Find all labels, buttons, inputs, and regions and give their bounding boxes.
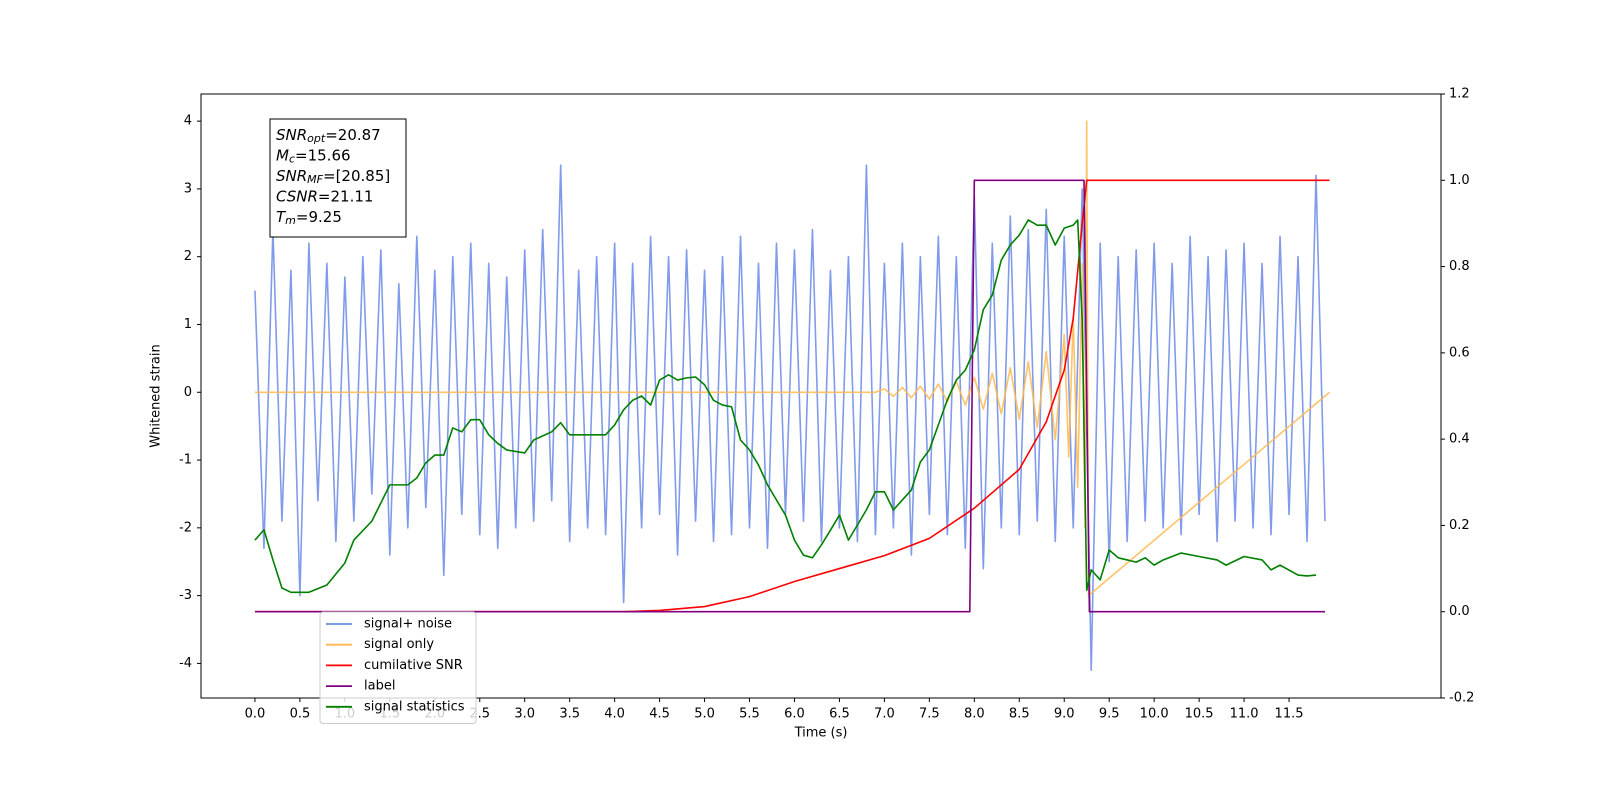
annotation-value: =21.11 bbox=[318, 187, 374, 205]
y2-tick-label: 0.2 bbox=[1449, 518, 1470, 533]
x-tick-label: 0.0 bbox=[245, 707, 266, 722]
annotation-value: =20.87 bbox=[325, 126, 381, 144]
y2-tick-label: 0.4 bbox=[1449, 432, 1470, 447]
x-tick-label: 8.0 bbox=[964, 707, 985, 722]
x-tick-label: 6.5 bbox=[829, 707, 850, 722]
annotation-subscript: m bbox=[285, 214, 296, 227]
plot-frame bbox=[200, 93, 1442, 699]
y2-tick-label: 1.2 bbox=[1449, 87, 1470, 102]
y-tick-label: -3 bbox=[179, 588, 192, 603]
y-tick-label: 0 bbox=[184, 385, 192, 400]
legend-label: label bbox=[364, 679, 395, 694]
x-tick-label: 9.0 bbox=[1054, 707, 1075, 722]
annotation-subscript: c bbox=[289, 153, 295, 166]
x-tick-label: 4.5 bbox=[649, 707, 670, 722]
series-line bbox=[254, 120, 1331, 597]
y-axis-label: Whitened strain bbox=[149, 344, 164, 447]
annotation-box bbox=[269, 118, 407, 238]
x-tick-label: 8.5 bbox=[1009, 707, 1030, 722]
x-tick-label: 5.5 bbox=[739, 707, 760, 722]
y2-tick-label: 0.6 bbox=[1449, 345, 1470, 360]
x-tick-label: 10.5 bbox=[1185, 707, 1214, 722]
y-tick-label: -2 bbox=[179, 520, 192, 535]
annotation-subscript: MF bbox=[307, 173, 323, 186]
annotation-symbol: M bbox=[276, 146, 289, 164]
legend-label: signal only bbox=[364, 637, 434, 652]
annotation-value: =[20.85] bbox=[323, 167, 390, 185]
legend-box bbox=[319, 611, 477, 724]
x-tick-label: 5.0 bbox=[694, 707, 715, 722]
x-tick-label: 11.0 bbox=[1230, 707, 1259, 722]
series-line bbox=[254, 179, 1326, 613]
y2-tick-label: 0.0 bbox=[1449, 604, 1470, 619]
legend-label: cumilative SNR bbox=[364, 658, 463, 673]
x-tick-label: 7.5 bbox=[919, 707, 940, 722]
annotation-line: SNRopt=20.87 bbox=[276, 126, 381, 146]
y-tick-label: -4 bbox=[179, 656, 192, 671]
annotation-value: =9.25 bbox=[296, 208, 342, 226]
y-tick-label: 2 bbox=[184, 249, 192, 264]
legend-label: signal+ noise bbox=[364, 617, 452, 632]
series-line bbox=[254, 179, 1330, 613]
annotation-symbol: T bbox=[276, 208, 287, 226]
annotation-symbol: CSNR bbox=[276, 187, 318, 205]
x-tick-label: 10.0 bbox=[1140, 707, 1169, 722]
y-tick-label: -1 bbox=[179, 453, 192, 468]
x-tick-label: 7.0 bbox=[874, 707, 895, 722]
y2-tick-label: -0.2 bbox=[1449, 691, 1474, 706]
annotation-symbol: SNR bbox=[276, 126, 307, 144]
x-tick-label: 3.5 bbox=[559, 707, 580, 722]
annotation-line: CSNR=21.11 bbox=[276, 187, 373, 205]
annotation-line: SNRMF=[20.85] bbox=[276, 167, 390, 187]
legend-label: signal statistics bbox=[364, 699, 465, 714]
y2-tick-label: 1.0 bbox=[1449, 173, 1470, 188]
annotation-line: Mc=15.66 bbox=[276, 146, 351, 166]
x-tick-label: 9.5 bbox=[1099, 707, 1120, 722]
annotation-line: Tm=9.25 bbox=[276, 208, 342, 228]
annotation-subscript: opt bbox=[307, 132, 326, 145]
y-tick-label: 3 bbox=[184, 181, 192, 196]
x-tick-label: 0.5 bbox=[290, 707, 311, 722]
series-line bbox=[254, 219, 1317, 594]
annotation-symbol: SNR bbox=[276, 167, 307, 185]
annotation-value: =15.66 bbox=[295, 146, 351, 164]
y2-tick-label: 0.8 bbox=[1449, 259, 1470, 274]
x-tick-label: 6.0 bbox=[784, 707, 805, 722]
y-tick-label: 1 bbox=[184, 317, 192, 332]
x-axis-label: Time (s) bbox=[794, 726, 848, 741]
series-line bbox=[254, 164, 1326, 672]
x-tick-label: 11.5 bbox=[1275, 707, 1304, 722]
x-tick-label: 4.0 bbox=[604, 707, 625, 722]
y-tick-label: 4 bbox=[184, 114, 192, 129]
x-tick-label: 3.0 bbox=[514, 707, 535, 722]
